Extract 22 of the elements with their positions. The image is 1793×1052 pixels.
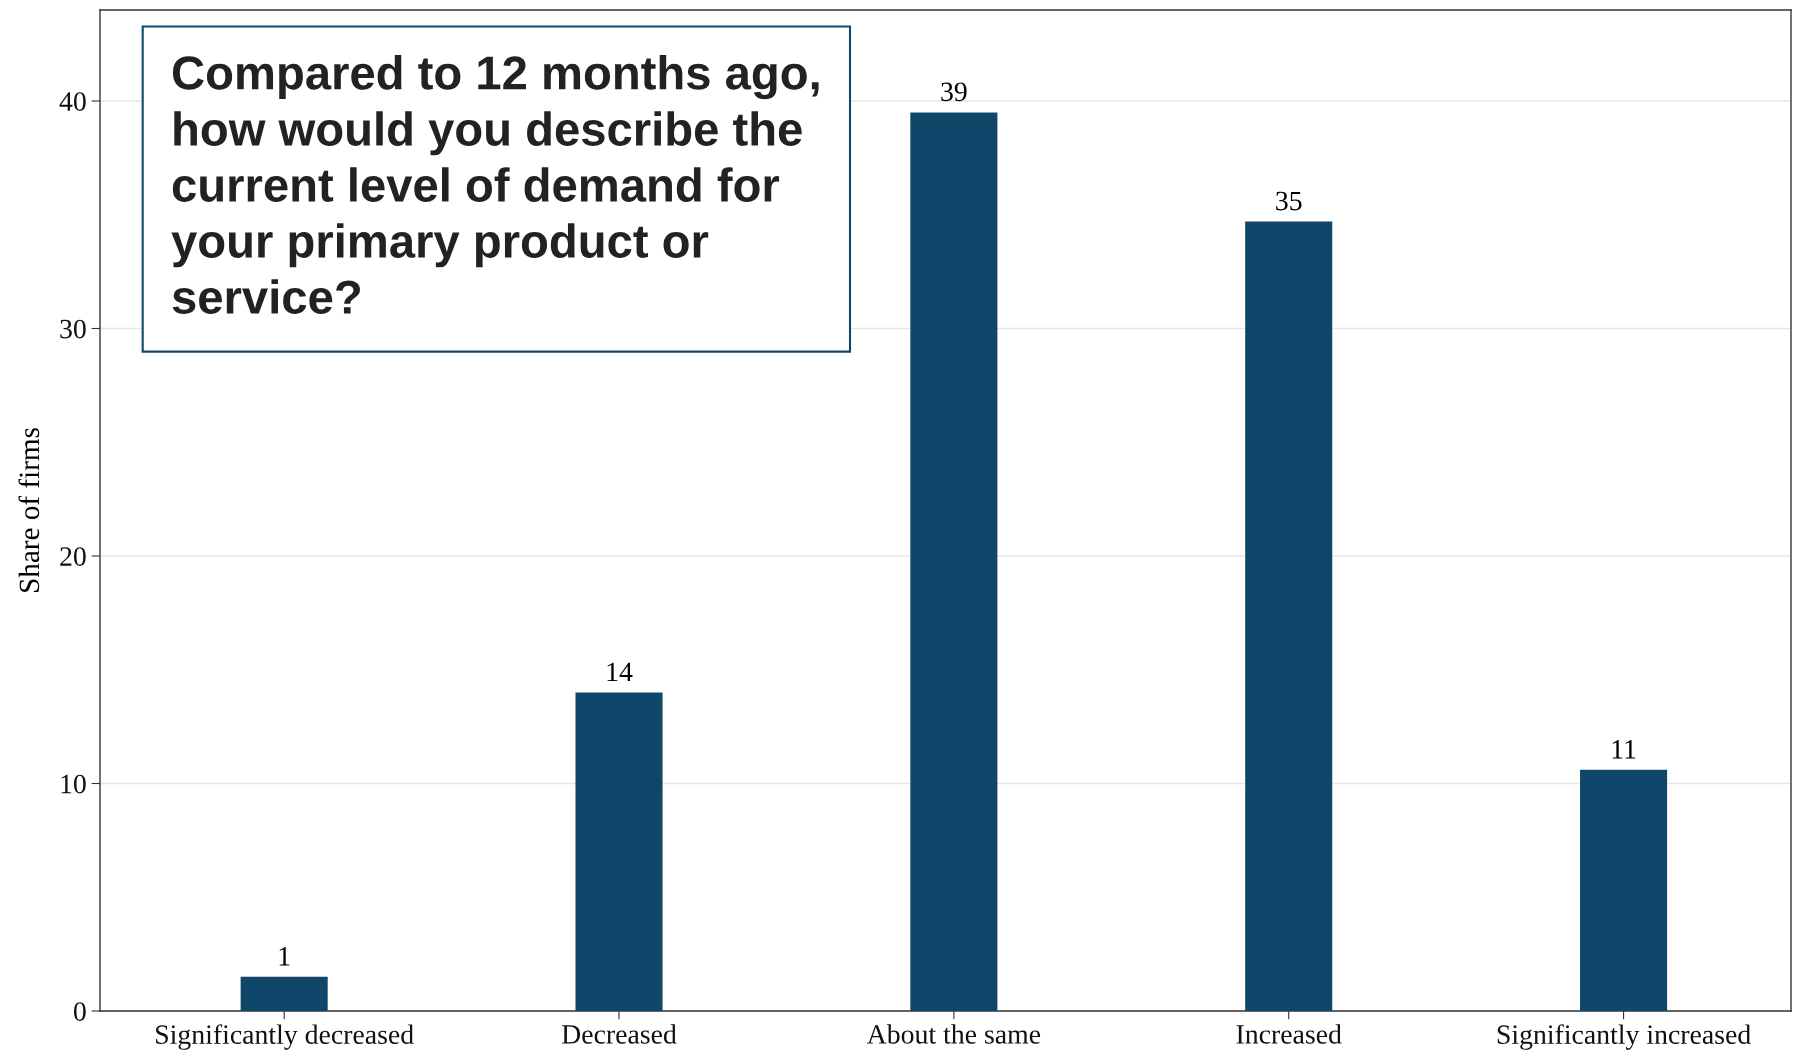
y-tick-label: 30 [60, 319, 86, 339]
data-label: 11 [1612, 740, 1636, 759]
bar [575, 692, 663, 1011]
bar [1245, 221, 1333, 1011]
x-tick-label: Significantly decreased [156, 1024, 414, 1050]
bar [910, 112, 998, 1011]
x-tick-label: Increased [1236, 1024, 1342, 1044]
data-label: 14 [607, 662, 633, 682]
data-label: 1 [279, 947, 290, 966]
y-tick-label: 10 [61, 774, 86, 794]
bar [240, 976, 328, 1011]
x-tick-label: Significantly increased [1497, 1024, 1751, 1050]
bar [1580, 769, 1668, 1011]
data-label: 35 [1276, 191, 1302, 211]
text: Compared to 12 months ago, how would you describe the current level of demand for your primary product or service? [171, 55, 819, 314]
y-tick-label: 20 [60, 547, 86, 566]
y-tick-label: 40 [59, 92, 86, 111]
x-tick-label: Decreased [561, 1024, 677, 1044]
y-tick-label: 0 [73, 1002, 86, 1021]
y-axis-title: Share of firms [18, 428, 40, 592]
x-tick-label: About the same [866, 1024, 1041, 1044]
data-label: 39 [941, 82, 967, 102]
